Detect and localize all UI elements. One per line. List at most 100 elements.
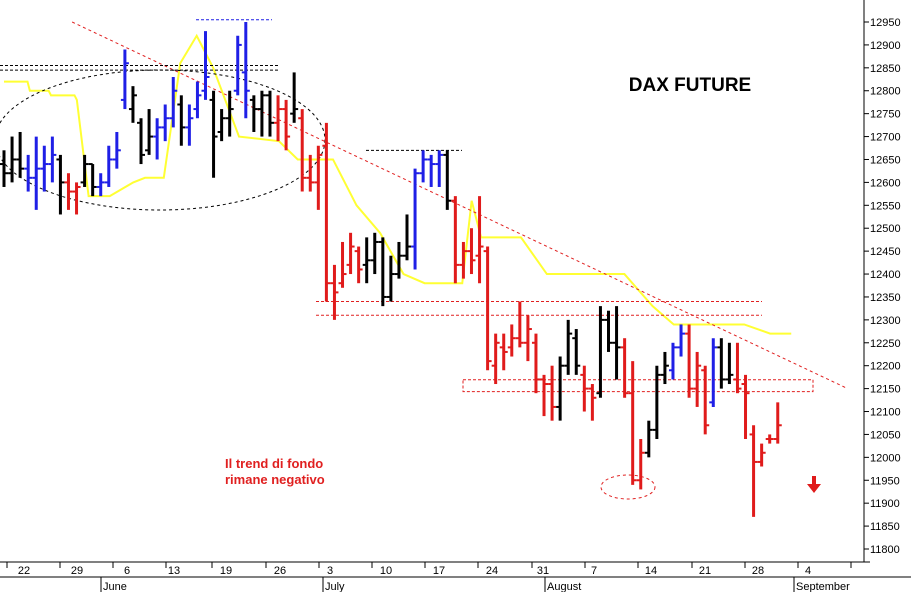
ohlc-bar (612, 306, 621, 380)
ohlc-bar (217, 109, 226, 142)
ohlc-bar (499, 333, 508, 371)
x-month-label: September (796, 581, 850, 592)
x-day-label: 29 (71, 565, 83, 577)
ohlc-bar (386, 255, 395, 302)
ohlc-bar (411, 168, 420, 270)
ohlc-bar (257, 90, 266, 137)
y-tick-label: 12400 (870, 269, 901, 281)
y-tick-label: 12050 (870, 429, 901, 441)
ohlc-bar (338, 241, 347, 288)
ohlc-bar (685, 324, 694, 398)
ohlc-bar (137, 118, 146, 165)
ohlc-bar (419, 150, 428, 183)
down-arrow-head (807, 484, 821, 493)
x-day-label: 4 (805, 565, 811, 577)
ohlc-bar (467, 228, 476, 275)
y-tick-label: 12750 (870, 109, 901, 121)
ohlc-bar (362, 237, 371, 284)
ohlc-bar (177, 95, 186, 146)
ohlc-bar (306, 154, 315, 192)
ohlc-bar (596, 306, 605, 398)
ohlc-bar (290, 72, 299, 123)
ohlc-bar (733, 342, 742, 394)
ohlc-bar (515, 301, 524, 348)
ohlc-bar (459, 241, 468, 279)
ohlc-bar (169, 76, 178, 128)
ohlc-bar (370, 232, 379, 275)
trend-note-line: Il trend di fondo (225, 456, 323, 471)
ohlc-bar (48, 136, 57, 183)
x-day-label: 22 (18, 565, 30, 577)
ohlc-bar (104, 145, 113, 187)
moving-average-line (4, 33, 792, 335)
x-day-label: 31 (537, 565, 549, 577)
ohlc-bar (572, 329, 581, 375)
support-zone-box (462, 379, 814, 393)
ohlc-bar (64, 173, 73, 210)
down-trendline (71, 21, 848, 390)
x-day-label: 21 (699, 565, 711, 577)
ohlc-bar (725, 342, 734, 385)
ohlc-bar (556, 356, 565, 421)
ohlc-bar (153, 118, 162, 160)
ohlc-bar (120, 49, 129, 110)
ohlc-bar (677, 324, 686, 357)
ohlc-bar (564, 319, 573, 375)
low-highlight-ellipse (600, 474, 656, 500)
ohlc-bar (540, 374, 549, 417)
y-tick-label: 12350 (870, 292, 901, 304)
ohlc-bar (314, 145, 323, 210)
ohlc-bar (32, 136, 41, 210)
ohlc-bar (274, 95, 283, 142)
ohlc-bar (741, 374, 750, 440)
ohlc-bar (491, 333, 500, 385)
ohlc-bar (72, 182, 81, 215)
y-tick-label: 12850 (870, 63, 901, 75)
ohlc-bar (112, 131, 121, 169)
ohlc-bar (427, 154, 436, 187)
ohlc-bar (0, 150, 8, 187)
ohlc-bar (161, 104, 170, 142)
ohlc-bar (636, 439, 645, 490)
y-tick-label: 12000 (870, 452, 901, 464)
ohlc-bar (330, 264, 339, 320)
x-month-label: June (103, 581, 127, 592)
ohlc-bar (717, 338, 726, 389)
y-tick-label: 12200 (870, 361, 901, 373)
ohlc-bar (709, 338, 718, 407)
ohlc-bar (249, 95, 258, 132)
ohlc-bar (241, 22, 250, 119)
y-tick-label: 12500 (870, 223, 901, 235)
trend-note-line: rimane negativo (225, 472, 325, 487)
ohlc-bar (40, 145, 49, 192)
ohlc-bar (56, 154, 65, 215)
y-tick-label: 11900 (870, 498, 900, 510)
ohlc-bar (588, 384, 597, 421)
y-tick-label: 11950 (870, 475, 900, 487)
ohlc-bar (765, 434, 774, 444)
ohlc-bar (265, 90, 274, 137)
ohlc-bar (193, 81, 202, 119)
ohlc-bar (693, 351, 702, 407)
y-tick-label: 11850 (870, 521, 900, 533)
ohlc-bar (346, 232, 355, 275)
ohlc-bar (475, 196, 484, 284)
ohlc-bar (394, 241, 403, 279)
ohlc-bar (88, 163, 97, 197)
ohlc-bar (451, 196, 460, 284)
ohlc-bar (403, 214, 411, 261)
ohlc-bar (185, 104, 194, 146)
y-tick-label: 12150 (870, 384, 901, 396)
ohlc-bar (225, 90, 234, 137)
x-day-label: 13 (168, 565, 180, 577)
y-tick-label: 12950 (870, 17, 901, 29)
ohlc-bar (443, 150, 452, 210)
ohlc-bar (580, 365, 589, 412)
y-tick-label: 12300 (870, 315, 901, 327)
y-tick-label: 12250 (870, 338, 901, 350)
y-tick-label: 12600 (870, 177, 901, 189)
ohlc-bar (322, 122, 331, 302)
ohlc-bar (233, 35, 242, 96)
